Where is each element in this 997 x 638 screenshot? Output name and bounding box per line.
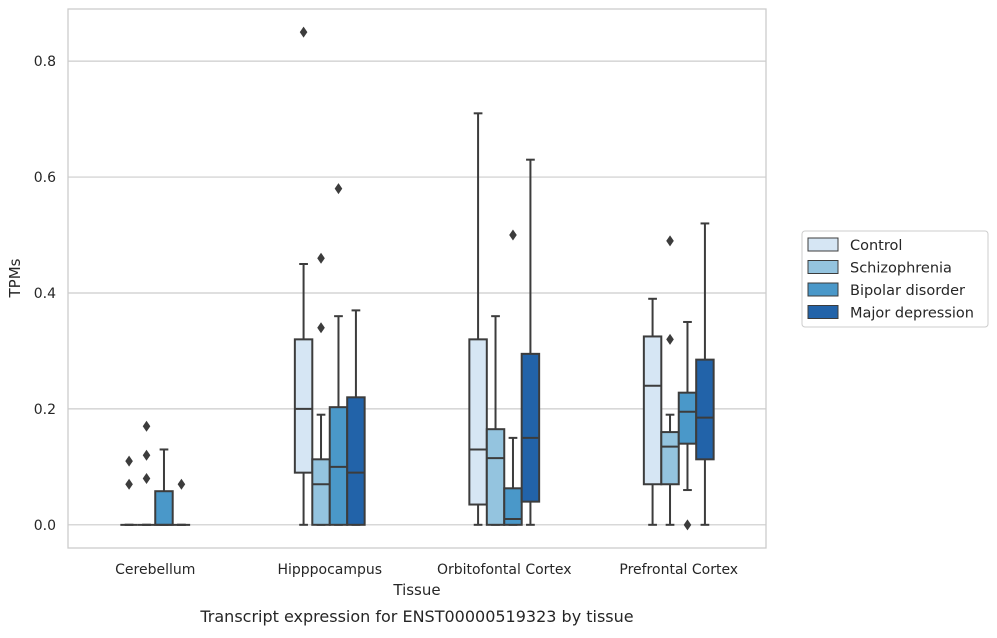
box-body — [695, 358, 715, 461]
outlier-point — [177, 478, 186, 490]
y-tick-label: 0.0 — [34, 518, 56, 534]
box — [137, 420, 156, 526]
box-body — [485, 428, 506, 526]
x-tick-label: Hipppocampus — [277, 562, 382, 578]
outlier-point — [683, 519, 692, 531]
legend-swatch — [807, 282, 839, 297]
legend-item: Control — [807, 237, 902, 254]
box — [677, 320, 698, 531]
outlier-point — [142, 420, 151, 432]
outlier-point — [317, 252, 325, 264]
box — [485, 315, 506, 526]
box-body — [346, 396, 366, 526]
x-tick-label: Prefrontal Cortex — [619, 562, 738, 578]
legend-label: Bipolar disorder — [850, 283, 965, 299]
figure-caption: Transcript expression for ENST0000051932… — [199, 607, 633, 626]
legend-label: Schizophrenia — [850, 261, 952, 277]
y-axis-label: TPMs — [6, 258, 24, 298]
legend-swatch — [807, 305, 839, 319]
x-tick-label: Cerebellum — [115, 562, 195, 578]
x-tick-labels: Cerebellum Hipppocampus Orbitofontal Corte… — [115, 562, 738, 578]
box — [346, 309, 366, 526]
box — [154, 448, 174, 526]
box — [172, 478, 191, 526]
box-body — [677, 391, 698, 445]
outlier-point — [125, 478, 133, 490]
outlier-point — [666, 333, 674, 345]
box — [695, 222, 715, 526]
category-group — [120, 420, 191, 526]
y-tick-label: 0.4 — [34, 286, 56, 302]
legend-items: Control Schizophrenia Bipolar disorder Majo… — [807, 237, 974, 322]
outlier-point — [317, 322, 325, 334]
box — [642, 297, 663, 526]
x-tick-label: Orbitofontal Cortex — [437, 562, 572, 578]
outlier-point — [142, 449, 151, 461]
outlier-point — [666, 235, 674, 247]
box — [660, 235, 680, 526]
legend-item: Bipolar disorder — [807, 282, 965, 299]
y-tick-label: 0.8 — [34, 54, 56, 70]
category-group — [293, 26, 366, 526]
box-body — [520, 352, 541, 503]
x-axis-label: Tissue — [392, 581, 440, 599]
legend-swatch — [807, 260, 839, 274]
box — [293, 26, 314, 526]
legend-frame — [801, 230, 989, 328]
box-body — [503, 487, 523, 526]
box-body — [660, 431, 680, 486]
box-body — [311, 458, 331, 526]
category-group — [468, 112, 541, 526]
box — [120, 455, 138, 526]
box — [503, 229, 523, 526]
legend-swatch — [807, 237, 839, 252]
y-tick-label: 0.6 — [34, 170, 56, 186]
outlier-point — [125, 455, 133, 467]
box — [468, 112, 488, 526]
box-body — [154, 490, 174, 526]
box-body — [642, 335, 663, 486]
category-group — [642, 222, 715, 531]
legend-label: Control — [850, 238, 902, 254]
legend: Control Schizophrenia Bipolar disorder Majo… — [801, 230, 989, 328]
outlier-point — [299, 26, 308, 38]
plot-frame — [67, 8, 767, 549]
outlier-point — [509, 229, 517, 241]
box — [328, 183, 349, 526]
box-body — [468, 338, 488, 506]
box-body — [293, 338, 314, 474]
y-tick-labels: 0.0 0.2 0.4 0.6 0.8 — [34, 54, 56, 534]
outlier-point — [334, 183, 343, 195]
legend-item: Major depression — [807, 305, 974, 322]
outlier-point — [142, 472, 151, 484]
box-groups — [120, 26, 715, 531]
y-tick-label: 0.2 — [34, 402, 56, 418]
legend-item: Schizophrenia — [807, 260, 952, 277]
box — [520, 158, 541, 526]
legend-label: Major depression — [850, 306, 974, 322]
